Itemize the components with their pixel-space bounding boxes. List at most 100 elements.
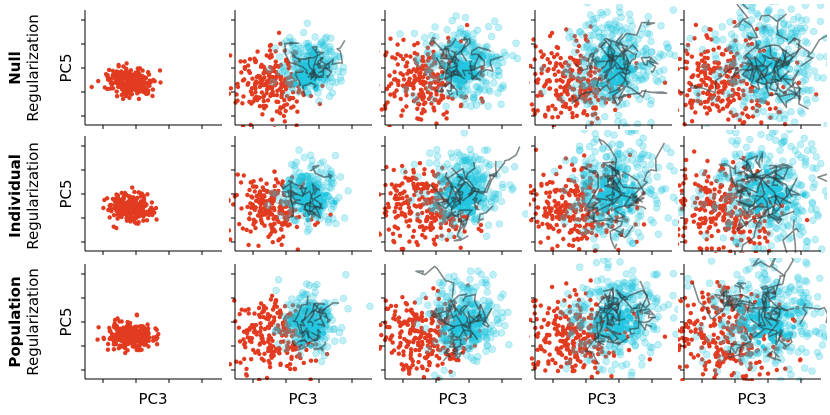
generated-point — [622, 150, 630, 158]
generated-point — [756, 22, 764, 30]
reference-point — [547, 190, 553, 195]
generated-point — [766, 26, 774, 34]
generated-point — [461, 159, 469, 168]
reference-point — [604, 228, 609, 233]
generated-point — [598, 98, 607, 106]
generated-point — [327, 167, 335, 175]
generated-point — [433, 159, 441, 168]
generated-point — [630, 40, 638, 49]
generated-point — [598, 39, 607, 48]
generated-point — [428, 204, 436, 212]
trajectory-line — [591, 44, 626, 75]
reference-point — [578, 207, 584, 213]
reference-point — [582, 153, 587, 158]
generated-point — [437, 207, 445, 216]
generated-point — [574, 217, 582, 225]
reference-point — [272, 183, 277, 189]
generated-point — [478, 175, 486, 184]
generated-point — [509, 51, 517, 60]
reference-point — [414, 184, 419, 190]
generated-point — [650, 191, 658, 200]
reference-point — [523, 219, 527, 223]
reference-point — [406, 205, 412, 210]
reference-point — [270, 212, 275, 217]
generated-point — [670, 167, 678, 175]
generated-point — [637, 212, 645, 220]
reference-point — [246, 68, 252, 74]
generated-point — [473, 180, 482, 188]
generated-point — [597, 227, 606, 236]
generated-point — [613, 80, 619, 86]
generated-point — [481, 204, 489, 212]
generated-point — [608, 140, 616, 148]
reference-point — [563, 156, 569, 161]
reference-point — [762, 25, 767, 30]
panel-grid — [81, 4, 827, 383]
generated-point — [455, 29, 463, 38]
generated-point — [501, 51, 510, 60]
reference-point — [254, 74, 259, 80]
generated-point — [586, 175, 594, 183]
generated-point — [476, 85, 484, 94]
reference-point — [105, 75, 111, 80]
reference-point — [235, 172, 240, 177]
generated-point — [646, 185, 655, 193]
reference-point — [359, 100, 363, 104]
generated-point — [407, 196, 416, 205]
generated-point — [644, 188, 653, 196]
reference-point — [533, 211, 538, 216]
generated-point — [603, 8, 611, 16]
reference-point — [585, 112, 590, 118]
reference-point — [294, 215, 299, 220]
generated-point — [414, 59, 423, 68]
generated-point — [459, 63, 465, 69]
reference-point — [737, 96, 742, 101]
reference-point — [673, 104, 677, 108]
generated-point — [619, 163, 627, 171]
reference-point — [536, 224, 541, 229]
reference-point — [399, 163, 405, 169]
generated-point — [282, 91, 291, 99]
reference-point — [584, 228, 589, 234]
generated-point — [472, 101, 481, 110]
generated-point — [664, 43, 672, 52]
generated-point — [644, 151, 652, 160]
trajectory-line — [609, 210, 626, 250]
reference-point — [683, 48, 689, 53]
reference-point — [434, 92, 439, 97]
reference-point — [389, 182, 394, 187]
generated-point — [770, 112, 779, 121]
generated-point — [454, 148, 462, 157]
generated-point — [599, 100, 607, 109]
reference-point — [247, 211, 253, 216]
reference-point — [108, 202, 114, 208]
reference-point — [567, 242, 572, 248]
reference-point — [596, 97, 601, 103]
reference-point — [576, 237, 581, 242]
generated-point — [481, 146, 489, 155]
generated-point — [741, 93, 749, 102]
reference-point — [393, 77, 398, 82]
generated-point — [778, 28, 787, 37]
trajectory-line — [469, 54, 483, 72]
reference-point — [570, 111, 575, 116]
generated-point — [463, 29, 471, 37]
generated-point — [671, 51, 678, 60]
generated-point — [289, 40, 297, 48]
generated-point — [819, 74, 827, 82]
generated-point — [775, 107, 784, 115]
generated-point — [441, 209, 449, 217]
generated-point — [295, 42, 303, 50]
reference-point — [558, 55, 563, 61]
generated-point — [499, 81, 507, 90]
generated-point — [787, 24, 796, 32]
generated-point — [292, 217, 300, 225]
generated-point — [633, 120, 642, 127]
reference-point — [116, 62, 121, 68]
reference-point — [386, 227, 391, 232]
generated-point — [750, 4, 758, 7]
reference-point — [124, 218, 130, 223]
reference-point — [711, 69, 716, 74]
generated-point — [412, 96, 421, 105]
generated-point — [461, 94, 470, 103]
